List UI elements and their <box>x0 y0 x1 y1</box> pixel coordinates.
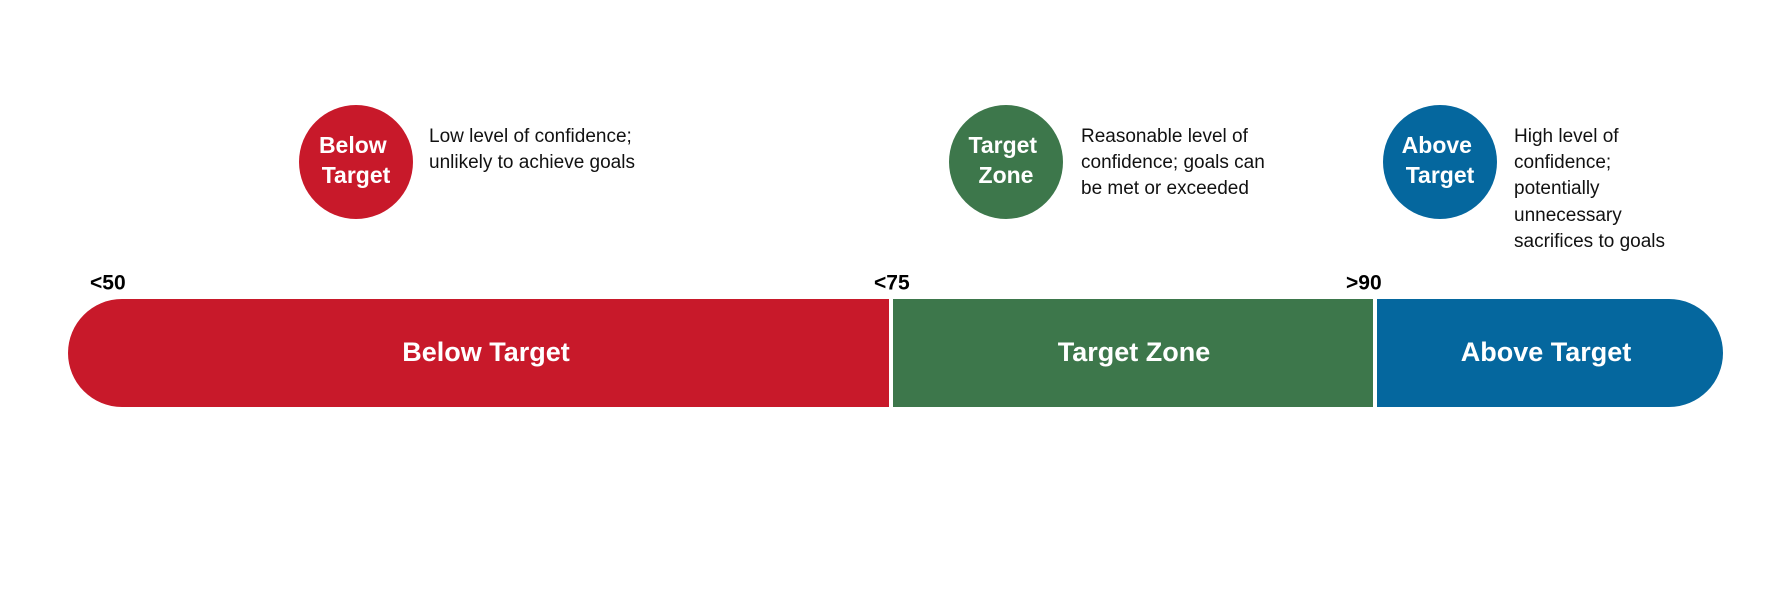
badge-line: Target <box>322 162 391 188</box>
badge-circle <box>949 105 1063 219</box>
badge-circle <box>1383 105 1497 219</box>
badge-line: Target <box>969 132 1038 158</box>
description: Low level of confidence; unlikely to ach… <box>429 126 637 173</box>
segment-label: Below Target <box>402 337 570 367</box>
description: High level of confidence; potentially un… <box>1514 126 1665 252</box>
segment-target <box>893 299 1373 407</box>
description-line: be met or exceeded <box>1081 178 1249 199</box>
description: Reasonable level of confidence; goals ca… <box>1081 126 1270 199</box>
badge-label: Above Target <box>1402 132 1479 188</box>
scale-marker: >90 <box>1346 272 1382 295</box>
badge-line: Zone <box>979 162 1034 188</box>
description-line: Reasonable level of <box>1081 126 1249 147</box>
badge-line: Below <box>319 132 387 158</box>
description-line: confidence; <box>1514 152 1611 173</box>
segment-below <box>68 299 889 407</box>
scale-marker: <75 <box>874 272 910 295</box>
description-line: confidence; goals can <box>1081 152 1265 173</box>
segment-label: Above Target <box>1461 337 1632 367</box>
description-line: potentially <box>1514 178 1600 199</box>
segment-label: Target Zone <box>1058 337 1211 367</box>
badge-label: Below Target <box>319 132 393 188</box>
description-line: unnecessary <box>1514 205 1622 226</box>
description-line: Low level of confidence; <box>429 126 632 147</box>
badge-label: Target Zone <box>969 132 1044 188</box>
badge-circle <box>299 105 413 219</box>
description-line: High level of <box>1514 126 1619 147</box>
scale-marker: <50 <box>90 272 126 295</box>
segment-above <box>1377 299 1723 407</box>
badge-line: Target <box>1406 162 1475 188</box>
description-line: sacrifices to goals <box>1514 231 1665 252</box>
description-line: unlikely to achieve goals <box>429 152 635 173</box>
badge-line: Above <box>1402 132 1472 158</box>
